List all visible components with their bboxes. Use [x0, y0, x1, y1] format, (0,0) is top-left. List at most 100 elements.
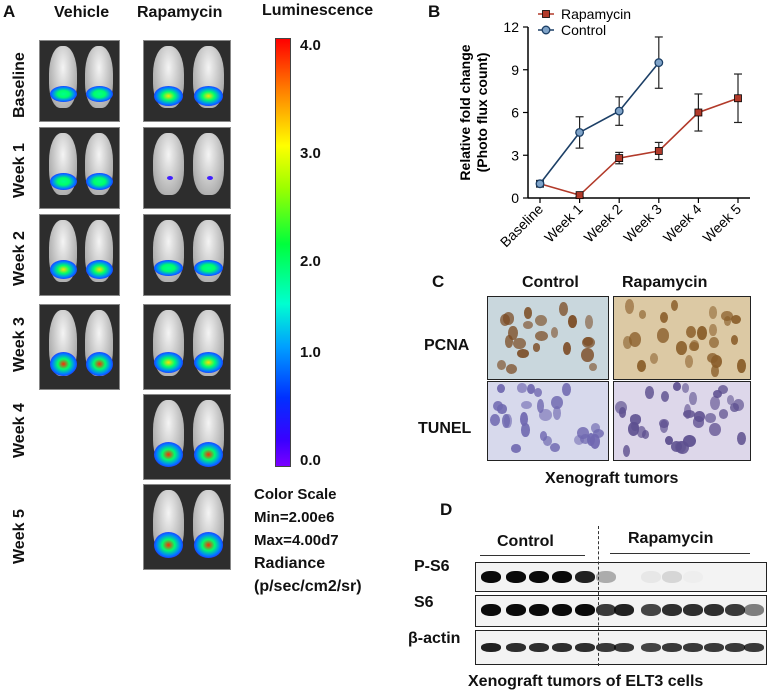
cell-nucleus — [636, 359, 647, 372]
scale-tick-1: 1.0 — [300, 344, 321, 361]
chart-y-tick-label: 9 — [511, 62, 519, 78]
mouse-body — [193, 133, 224, 195]
luminescence-signal — [86, 352, 113, 376]
cell-nucleus — [718, 409, 729, 420]
row-label-baseline: Baseline — [11, 52, 28, 118]
cell-nucleus — [508, 325, 519, 341]
cell-nucleus — [629, 414, 641, 425]
chart-legend-label: Control — [561, 22, 606, 38]
chart-point-circle — [575, 127, 585, 137]
chart-series-line — [539, 62, 660, 185]
cell-nucleus — [553, 405, 562, 420]
cell-nucleus — [502, 312, 515, 325]
panel-d-letter: D — [440, 500, 453, 519]
cell-nucleus — [497, 383, 506, 394]
cell-nucleus — [562, 383, 571, 397]
row-label-week3: Week 3 — [11, 317, 28, 372]
blot-band — [481, 643, 501, 652]
mouse-image-tile — [143, 304, 231, 390]
wb-s6-blot — [475, 595, 767, 627]
blot-band — [596, 571, 616, 583]
cell-nucleus — [644, 385, 655, 399]
cell-nucleus — [681, 383, 689, 394]
cell-nucleus — [535, 330, 549, 341]
chart-legend-marker — [542, 10, 550, 18]
row-label-week5: Week 5 — [11, 509, 28, 564]
luminescence-signal — [86, 260, 113, 279]
wb-caption: Xenograft tumors of ELT3 cells — [468, 673, 704, 690]
cell-nucleus — [537, 399, 545, 413]
cell-nucleus — [542, 435, 553, 447]
cell-nucleus — [521, 400, 533, 410]
chart-point-circle — [535, 179, 545, 189]
wb-actin-blot — [475, 630, 767, 665]
cell-nucleus — [582, 336, 596, 349]
blot-band — [725, 643, 745, 652]
luminescence-signal — [194, 532, 223, 558]
luminescence-signal — [50, 352, 77, 376]
ihc-caption: Xenograft tumors — [545, 470, 679, 487]
cell-nucleus — [506, 364, 518, 374]
cell-nucleus — [527, 383, 535, 395]
blot-band — [596, 604, 616, 616]
blot-band — [552, 571, 572, 583]
chart-point-circle — [614, 106, 624, 116]
luminescence-signal — [154, 86, 183, 106]
cell-nucleus — [692, 416, 705, 428]
panel-c-letter: C — [432, 272, 445, 291]
cell-nucleus — [730, 402, 740, 412]
chart-x-tick-label: Week 3 — [620, 201, 665, 246]
cell-nucleus — [590, 434, 601, 450]
cell-nucleus — [592, 428, 605, 438]
cell-nucleus — [622, 335, 632, 350]
cell-nucleus — [551, 326, 559, 338]
blot-band — [481, 571, 501, 583]
luminescence-signal — [194, 442, 223, 467]
wb-control-header: Control — [497, 533, 554, 550]
blot-band — [683, 643, 703, 652]
blot-band — [662, 604, 682, 616]
cell-nucleus — [523, 307, 533, 320]
color-scale-title: Color Scale — [254, 486, 337, 503]
cell-nucleus — [637, 426, 647, 439]
cell-nucleus — [624, 299, 634, 314]
wb-ps6-blot — [475, 562, 767, 592]
cell-nucleus — [513, 338, 526, 350]
ihc-rapamycin-tunel-image — [613, 381, 751, 461]
cell-nucleus — [731, 334, 739, 345]
ihc-control-header: Control — [522, 274, 579, 291]
blot-band — [506, 643, 526, 652]
cell-nucleus — [580, 347, 594, 363]
cell-nucleus — [708, 305, 718, 319]
cell-nucleus — [705, 413, 716, 424]
mouse-image-tile — [143, 214, 231, 296]
luminescence-signal — [166, 176, 173, 180]
wb-rapamycin-underline — [610, 553, 750, 554]
blot-band — [725, 604, 745, 616]
cell-nucleus — [731, 315, 741, 325]
cell-nucleus — [559, 302, 568, 316]
cell-nucleus — [717, 384, 729, 395]
cell-nucleus — [683, 409, 696, 418]
blot-band — [641, 571, 661, 583]
luminescence-signal — [154, 442, 183, 467]
cell-nucleus — [510, 444, 522, 453]
cell-nucleus — [517, 349, 529, 359]
chart-point-square — [694, 108, 703, 117]
cell-nucleus — [709, 423, 721, 437]
wb-control-underline — [480, 555, 585, 556]
ihc-rapamycin-pcna-image — [613, 296, 751, 380]
blot-band — [744, 604, 764, 616]
chart-x-tick-label: Baseline — [497, 201, 546, 250]
color-scale-legend: Color Scale Min=2.00e6 Max=4.00d7 Radian… — [254, 483, 362, 598]
cell-nucleus — [496, 359, 506, 371]
mouse-image-tile — [39, 214, 120, 296]
cell-nucleus — [684, 355, 693, 369]
chart-point-square — [734, 94, 742, 103]
mouse-image-tile — [143, 484, 231, 570]
cell-nucleus — [534, 387, 542, 397]
row-label-week4: Week 4 — [11, 403, 28, 458]
cell-nucleus — [638, 310, 646, 319]
luminescence-signal — [154, 352, 183, 373]
mouse-image-tile — [39, 304, 120, 390]
